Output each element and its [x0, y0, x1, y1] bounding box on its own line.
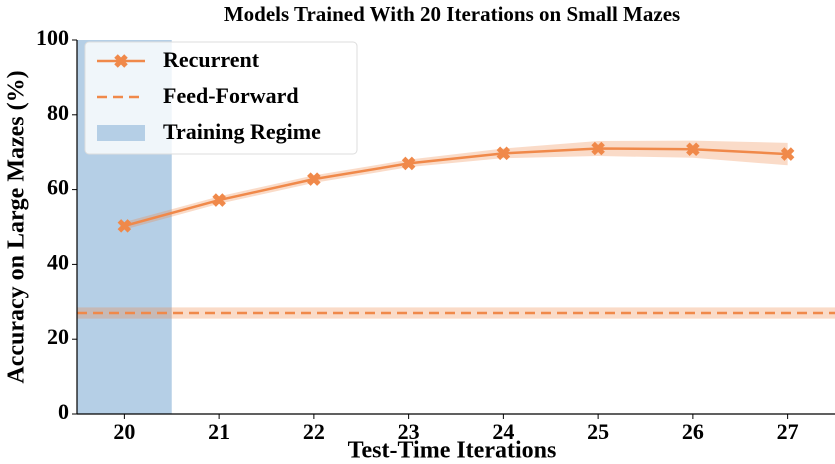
x-tick-label: 25 [587, 419, 609, 444]
y-tick-label: 100 [36, 25, 69, 50]
x-tick-label: 24 [492, 419, 514, 444]
y-tick-label: 0 [58, 399, 69, 424]
legend-label: Training Regime [163, 119, 321, 144]
legend-marker [114, 54, 128, 68]
marker [212, 193, 226, 207]
y-tick-label: 40 [47, 249, 69, 274]
legend-swatch [97, 125, 145, 141]
marker [401, 156, 416, 171]
y-tick-label: 20 [47, 324, 69, 349]
x-axis-label: Test-Time Iterations [348, 438, 557, 464]
line [124, 147, 788, 228]
marker [307, 172, 321, 186]
y-tick-label: 80 [47, 100, 69, 125]
confidence-band [77, 307, 835, 319]
marker [496, 146, 511, 161]
legend-label: Feed-Forward [163, 83, 299, 108]
marker [591, 141, 605, 156]
y-tick-label: 60 [47, 175, 69, 200]
legend-box [84, 41, 358, 155]
x-tick-label: 20 [113, 419, 135, 444]
x-tick-label: 21 [208, 419, 230, 444]
x-tick-label: 27 [777, 419, 799, 444]
legend-label: Recurrent [163, 47, 260, 72]
x-tick-label: 23 [398, 419, 420, 444]
marker [686, 142, 700, 156]
chart-title: Models Trained With 20 Iterations on Sma… [224, 2, 680, 26]
marker [117, 219, 132, 233]
x-tick-label: 22 [303, 419, 325, 444]
x-tick-label: 26 [682, 419, 704, 444]
marker [780, 147, 795, 161]
y-axis-label: Accuracy on Large Mazes (%) [4, 70, 30, 383]
